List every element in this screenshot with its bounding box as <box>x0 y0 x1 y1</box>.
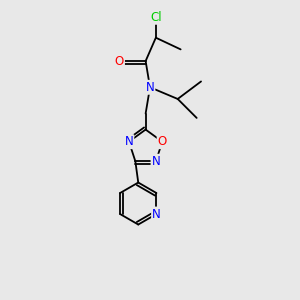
Text: N: N <box>146 81 154 94</box>
Text: N: N <box>152 208 161 220</box>
Text: N: N <box>152 155 160 168</box>
Text: Cl: Cl <box>150 11 162 24</box>
Text: O: O <box>115 55 124 68</box>
Text: N: N <box>124 135 134 148</box>
Text: O: O <box>158 135 167 148</box>
